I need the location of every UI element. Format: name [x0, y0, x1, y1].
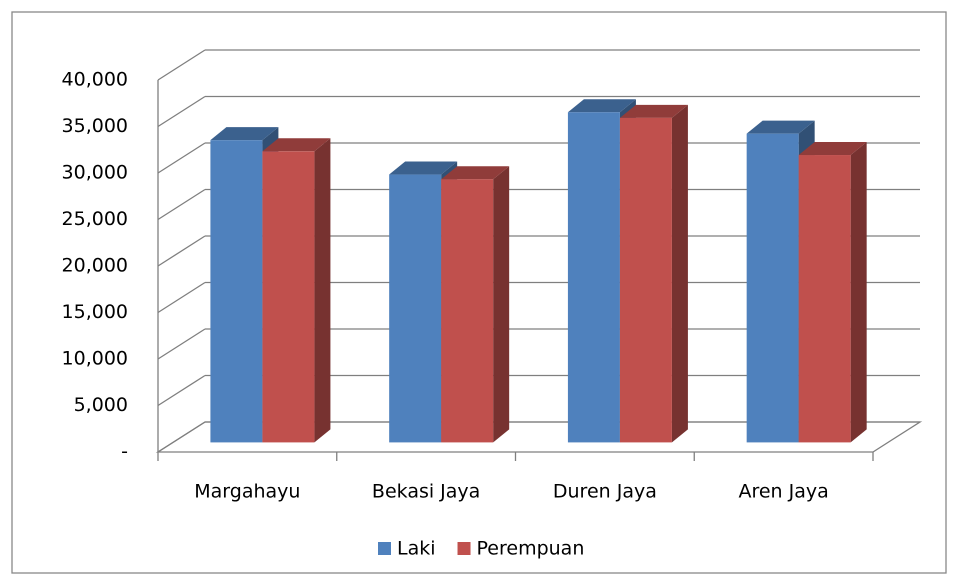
- legend-label: Perempuan: [477, 538, 585, 560]
- legend-swatch: [457, 542, 471, 555]
- bar-top: [441, 166, 510, 180]
- x-tick-label: Margahayu: [194, 481, 300, 503]
- grid-line: [157, 328, 206, 360]
- bar-top: [389, 161, 458, 175]
- bar: [619, 117, 672, 443]
- y-tick-label: 15,000: [62, 301, 128, 323]
- y-tick-label: -: [121, 441, 128, 463]
- grid-line: [157, 49, 206, 81]
- y-tick-label: 30,000: [62, 162, 128, 184]
- bar-top: [210, 127, 279, 141]
- y-tick-label: 25,000: [62, 208, 128, 230]
- legend-label: Laki: [397, 538, 436, 560]
- bar-side: [671, 104, 688, 443]
- bar: [210, 140, 263, 443]
- bar: [262, 151, 315, 443]
- bar: [441, 179, 494, 443]
- bar-top: [567, 99, 636, 113]
- bar-side: [493, 166, 510, 443]
- y-tick-label: 20,000: [62, 255, 128, 277]
- grid-line: [157, 95, 206, 128]
- y-tick-label: 10,000: [62, 348, 128, 370]
- bar-top: [262, 138, 331, 152]
- x-tick-label: Bekasi Jaya: [372, 481, 480, 503]
- grid-line: [157, 188, 206, 221]
- y-tick-label: 40,000: [62, 69, 128, 91]
- bar-top: [798, 142, 867, 156]
- grid-line: [157, 235, 206, 267]
- grid-line: [157, 421, 206, 453]
- grid-line: [157, 374, 206, 407]
- bar: [567, 112, 620, 443]
- y-tick-label: 5,000: [74, 394, 128, 416]
- y-tick-label: 35,000: [62, 115, 128, 137]
- bar-side: [850, 142, 867, 443]
- bar-top: [619, 104, 688, 118]
- bar: [389, 174, 442, 443]
- bar: [746, 133, 799, 443]
- bar: [798, 155, 851, 443]
- grid-line: [157, 281, 206, 314]
- bar-side: [314, 138, 331, 443]
- x-tick-label: Aren Jaya: [738, 481, 828, 503]
- grid-line: [157, 142, 206, 174]
- x-tick-label: Duren Jaya: [553, 481, 657, 503]
- legend-swatch: [378, 542, 391, 555]
- bar-top: [746, 120, 815, 134]
